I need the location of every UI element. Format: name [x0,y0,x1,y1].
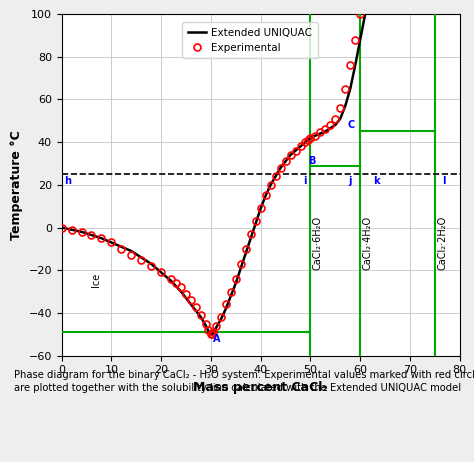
Line: Experimental: Experimental [58,10,364,338]
Legend: Extended UNIQUAC, Experimental: Extended UNIQUAC, Experimental [182,23,318,58]
Text: l: l [442,176,446,186]
Experimental [148,263,154,269]
Text: CaCl₂·2H₂O: CaCl₂·2H₂O [438,216,447,270]
Extended UNIQUAC [59,225,64,231]
Extended UNIQUAC [278,165,283,170]
Experimental [283,158,288,164]
Extended UNIQUAC [206,328,211,334]
Y-axis label: Temperature °C: Temperature °C [10,130,23,240]
Extended UNIQUAC [347,86,353,91]
Text: B: B [308,156,315,166]
Extended UNIQUAC [208,332,214,337]
Text: h: h [64,176,71,186]
Experimental [258,206,264,211]
Experimental [357,11,363,17]
Extended UNIQUAC [363,11,368,17]
Text: Ice: Ice [91,273,101,287]
Experimental [209,332,215,337]
Experimental [208,332,214,337]
Text: C: C [348,120,355,130]
Text: j: j [348,176,351,186]
Text: A: A [213,334,221,344]
Experimental [59,225,64,231]
Text: Phase diagram for the binary CaCl₂ - H₂O system. Experimental values marked with: Phase diagram for the binary CaCl₂ - H₂O… [14,370,474,393]
Text: CaCl₂·6H₂O: CaCl₂·6H₂O [313,216,323,270]
Text: CaCl₂·4H₂O: CaCl₂·4H₂O [363,216,373,270]
Text: i: i [303,176,307,186]
Experimental [248,231,254,237]
Text: k: k [373,176,379,186]
Extended UNIQUAC [233,280,238,286]
Extended UNIQUAC [268,182,273,188]
Line: Extended UNIQUAC: Extended UNIQUAC [62,14,365,334]
Experimental [263,193,268,198]
X-axis label: Mass percent CaCl₂: Mass percent CaCl₂ [193,381,328,394]
Extended UNIQUAC [99,236,104,241]
